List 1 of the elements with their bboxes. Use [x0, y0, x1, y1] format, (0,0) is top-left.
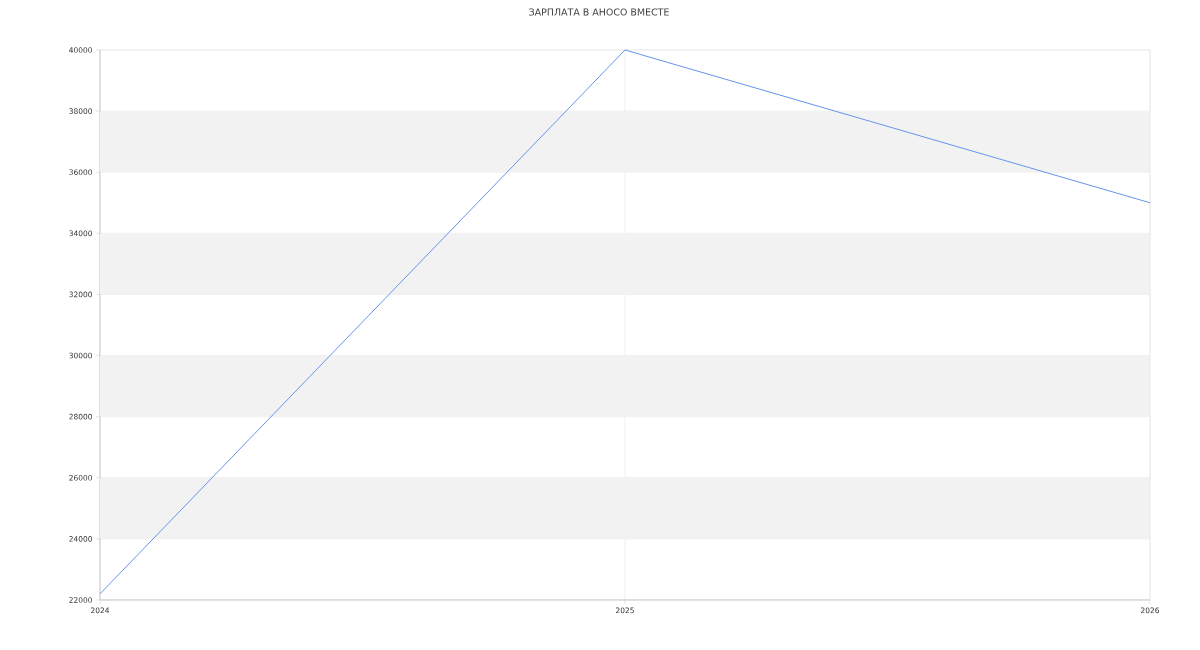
chart-title: ЗАРПЛАТА В АНОСО ВМЕСТЕ [529, 8, 669, 16]
